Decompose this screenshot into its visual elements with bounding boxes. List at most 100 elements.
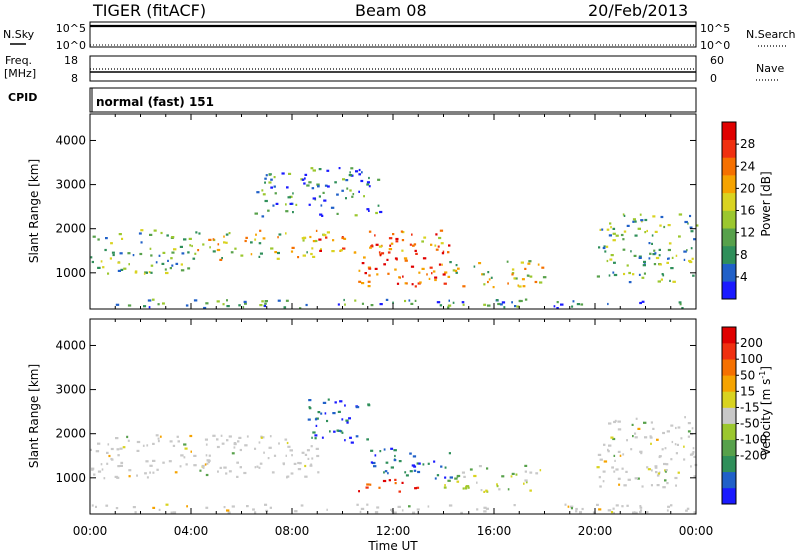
heatmap-cell (97, 470, 102, 473)
heatmap-cell (225, 233, 229, 236)
heatmap-cell (185, 304, 189, 307)
heatmap-cell (528, 260, 532, 263)
heatmap-cell (302, 239, 305, 242)
heatmap-cell (665, 463, 669, 466)
heatmap-cell (256, 465, 259, 468)
heatmap-cell (350, 441, 354, 444)
heatmap-cell (228, 470, 232, 473)
heatmap-cell (666, 482, 669, 485)
heatmap-cell (119, 464, 123, 467)
colorbar-frame (721, 326, 737, 505)
heatmap-cell (239, 466, 242, 469)
heatmap-cell (608, 274, 611, 277)
heatmap-cell (304, 173, 308, 176)
heatmap-cell (609, 258, 613, 261)
heatmap-cell (252, 508, 255, 511)
heatmap-cell (397, 505, 401, 508)
heatmap-cell (656, 438, 659, 441)
heatmap-cell (101, 468, 104, 471)
heatmap-cell (329, 430, 331, 433)
freq-tick-bottom: 8 (71, 72, 78, 85)
heatmap-cell (258, 466, 261, 469)
figure-title: TIGER (fitACF) (92, 1, 206, 20)
heatmap-cell (323, 234, 327, 237)
heatmap-cell (144, 472, 147, 475)
heatmap-cell (97, 442, 101, 445)
heatmap-cell (234, 247, 237, 250)
heatmap-cell (285, 232, 287, 235)
heatmap-cell (267, 457, 270, 460)
heatmap-cell (656, 474, 660, 477)
heatmap-cell (448, 299, 450, 302)
heatmap-cell (524, 470, 527, 473)
heatmap-cell (171, 264, 174, 267)
heatmap-cell (254, 511, 257, 514)
velocity-colorbar: 200 100 50 15 -15 -50 -100 -200 (721, 326, 767, 505)
heatmap-cell (534, 280, 538, 284)
heatmap-cell (327, 398, 330, 401)
heatmap-cell (369, 483, 372, 486)
noise-tick-right-bottom: 10^0 (700, 39, 730, 52)
heatmap-cell (524, 464, 528, 467)
heatmap-cell (377, 178, 381, 181)
heatmap-cell (326, 169, 330, 172)
heatmap-cell (189, 434, 193, 438)
heatmap-cell (575, 507, 578, 511)
heatmap-cell (223, 466, 227, 469)
heatmap-cell (492, 286, 495, 289)
heatmap-cell (416, 462, 420, 465)
heatmap-cell (236, 461, 239, 464)
heatmap-cell (149, 247, 152, 250)
heatmap-cell (109, 257, 112, 260)
heatmap-cell (518, 285, 522, 288)
x-axis-ticks: 00:00 04:00 08:00 12:00 16:00 20:00 00:00 (73, 524, 714, 538)
heatmap-cell (496, 299, 499, 302)
heatmap-cell (93, 473, 96, 476)
heatmap-cell (394, 482, 397, 485)
heatmap-cell (216, 438, 219, 441)
heatmap-cell (187, 267, 191, 270)
x-tick-label: 08:00 (275, 524, 310, 538)
heatmap-cell (483, 283, 486, 286)
heatmap-cell (115, 507, 119, 510)
heatmap-cell (579, 511, 582, 514)
heatmap-cell (174, 471, 178, 474)
heatmap-cell (444, 271, 448, 274)
heatmap-cell (221, 442, 225, 445)
heatmap-cell (311, 247, 314, 250)
heatmap-cell (683, 250, 687, 253)
heatmap-cell (675, 452, 678, 455)
power-axes: 1000 2000 3000 4000 (55, 114, 697, 309)
heatmap-cell (205, 302, 209, 305)
heatmap-cell (666, 509, 669, 512)
heatmap-cell (223, 241, 226, 244)
heatmap-cell (352, 193, 355, 196)
heatmap-cell (668, 257, 670, 260)
heatmap-cell (344, 303, 346, 306)
noise-tick-right-top: 10^5 (700, 22, 730, 35)
heatmap-cell (537, 263, 540, 266)
heatmap-cell (361, 282, 365, 285)
heatmap-cell (285, 210, 289, 213)
heatmap-cell (358, 190, 360, 193)
heatmap-cell (354, 251, 356, 254)
heatmap-cell (414, 285, 417, 288)
heatmap-cell (507, 488, 510, 491)
heatmap-cell (134, 511, 137, 514)
heatmap-cell (447, 306, 450, 309)
heatmap-cell (325, 236, 328, 239)
heatmap-cell (119, 447, 123, 450)
heatmap-cell (233, 446, 236, 449)
velocity-axes: 1000 2000 3000 4000 (55, 319, 697, 514)
heatmap-cell (444, 466, 447, 469)
heatmap-cell (216, 248, 221, 252)
heatmap-cell (361, 302, 364, 305)
heatmap-cell (206, 459, 210, 462)
heatmap-cell (399, 276, 401, 279)
heatmap-cell (372, 461, 376, 465)
heatmap-cell (455, 271, 458, 274)
heatmap-cell (374, 267, 378, 270)
heatmap-cell (268, 173, 271, 176)
heatmap-cell (434, 278, 437, 282)
heatmap-cell (316, 454, 320, 458)
